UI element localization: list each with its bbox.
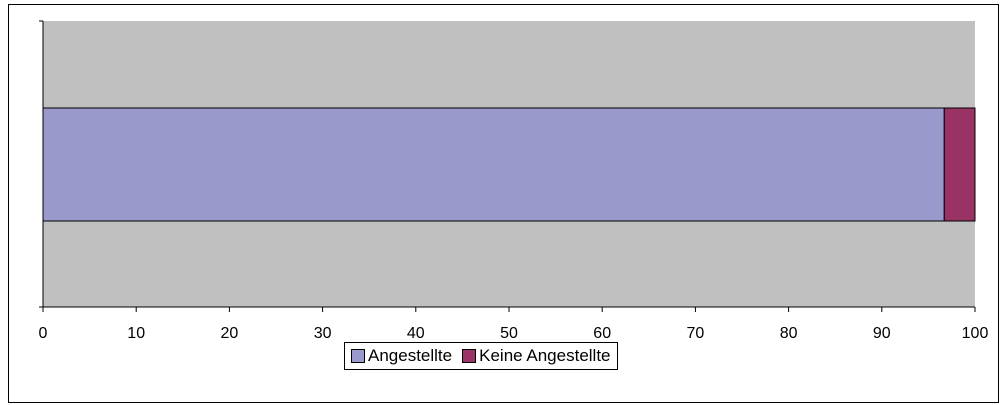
legend-item-angestellte: Angestellte [351,346,452,366]
x-tick-label-20: 20 [221,325,239,342]
x-tick-label-30: 30 [314,325,332,342]
x-tick-label-40: 40 [407,325,425,342]
x-tick-label-60: 60 [593,325,611,342]
legend-item-keine-angestellte: Keine Angestellte [462,346,610,366]
legend-label-angestellte: Angestellte [368,346,452,366]
x-tick-label-80: 80 [780,325,798,342]
x-tick-label-70: 70 [687,325,705,342]
legend-swatch-keine-angestellte [462,349,476,363]
legend-swatch-angestellte [351,349,365,363]
x-tick-label-90: 90 [873,325,891,342]
x-tick-label-0: 0 [39,325,48,342]
x-tick-label-50: 50 [500,325,518,342]
bar-keine-angestellte [944,108,975,221]
legend: Angestellte Keine Angestellte [344,342,618,370]
legend-label-keine-angestellte: Keine Angestellte [479,346,610,366]
bar-angestellte [43,108,944,221]
x-tick-label-10: 10 [127,325,145,342]
x-tick-label-100: 100 [962,325,989,342]
